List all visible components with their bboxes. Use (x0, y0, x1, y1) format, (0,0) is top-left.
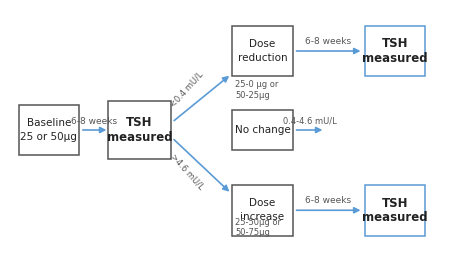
Text: reduction: reduction (238, 53, 287, 63)
Text: increase: increase (240, 212, 284, 222)
FancyBboxPatch shape (232, 25, 293, 76)
FancyBboxPatch shape (18, 105, 79, 155)
Text: >4.6 mU/L: >4.6 mU/L (169, 152, 205, 192)
Text: Dose: Dose (249, 39, 276, 49)
FancyBboxPatch shape (232, 110, 293, 150)
Text: <0.4 mU/L: <0.4 mU/L (169, 70, 205, 109)
Text: 25-0 μg or
50-25μg: 25-0 μg or 50-25μg (235, 80, 279, 100)
FancyBboxPatch shape (232, 185, 293, 236)
FancyBboxPatch shape (365, 25, 425, 76)
Text: 6-8 weeks: 6-8 weeks (305, 37, 352, 46)
Text: 25 or 50μg: 25 or 50μg (20, 132, 77, 142)
Text: measured: measured (107, 131, 172, 144)
Text: TSH: TSH (126, 116, 153, 129)
Text: measured: measured (362, 52, 428, 65)
Text: 6-8 weeks: 6-8 weeks (305, 196, 352, 205)
Text: Dose: Dose (249, 198, 276, 208)
Text: 6-8 weeks: 6-8 weeks (71, 116, 118, 126)
Text: measured: measured (362, 211, 428, 224)
FancyBboxPatch shape (365, 185, 425, 236)
Text: No change: No change (235, 125, 291, 135)
Text: TSH: TSH (382, 197, 408, 210)
Text: 25-50μg or
50-75μg: 25-50μg or 50-75μg (235, 218, 281, 237)
Text: 0.4-4.6 mU/L: 0.4-4.6 mU/L (283, 116, 337, 126)
Text: TSH: TSH (382, 37, 408, 50)
FancyBboxPatch shape (108, 101, 171, 159)
Text: Baseline: Baseline (27, 118, 71, 128)
